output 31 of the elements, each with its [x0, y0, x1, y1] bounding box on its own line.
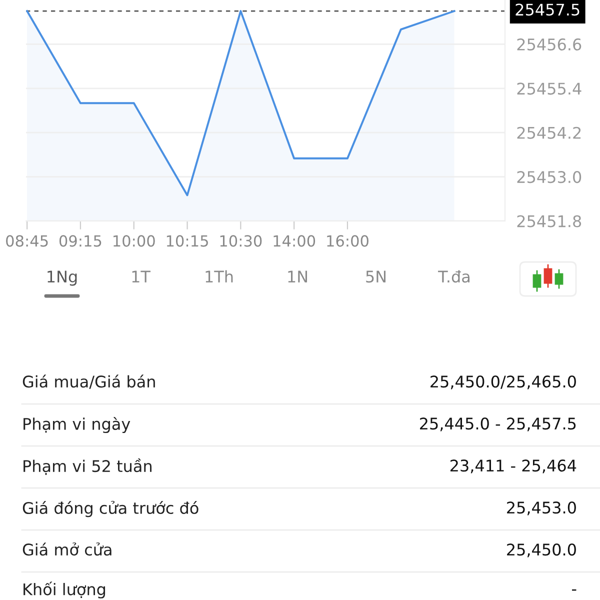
text: 1Th [206, 270, 233, 282]
text: 23,411 - 25,464 [450, 460, 576, 474]
category-label: Giá đóng cửa trước đó [22, 500, 198, 518]
text: 25,445.0 - 25,457.5 [420, 418, 576, 432]
x-tick-label: 10:15 [166, 235, 208, 247]
y-tick-label: 25456.6 [517, 38, 582, 50]
x-tick-label: 10:00 [114, 235, 155, 247]
text: 25,450.0 [507, 544, 576, 558]
category-label: Phạm vi ngày [24, 416, 130, 434]
text: 1T [132, 270, 151, 282]
ref-line-label: 25457.5 [516, 4, 580, 16]
text: 1N [288, 270, 307, 282]
x-tick-label: 16:00 [327, 235, 368, 247]
x-tick-label: 08:45 [6, 235, 48, 247]
category-label: Giá mua/Giá bán [22, 374, 155, 389]
text: T.đa [438, 270, 470, 283]
category-label: Phạm vi 52 tuần [24, 458, 152, 475]
text: - [572, 589, 576, 591]
text: 5N [366, 270, 386, 283]
x-tick-label: 10:30 [220, 235, 262, 247]
text: 1Ng [48, 270, 77, 286]
y-tick-label: 25451.8 [517, 215, 582, 228]
x-tick-label: 09:15 [59, 235, 102, 247]
y-tick-label: 25454.2 [517, 126, 581, 139]
category-label: Giá mở cửa [22, 542, 112, 556]
x-tick-label: 14:00 [274, 235, 316, 247]
y-tick-label: 25455.4 [517, 82, 582, 95]
category-label: Khối lượng [24, 582, 106, 598]
text: 25,450.0/25,465.0 [430, 376, 576, 390]
text: 25,453.0 [507, 502, 576, 516]
y-tick-label: 25453.0 [517, 171, 582, 184]
